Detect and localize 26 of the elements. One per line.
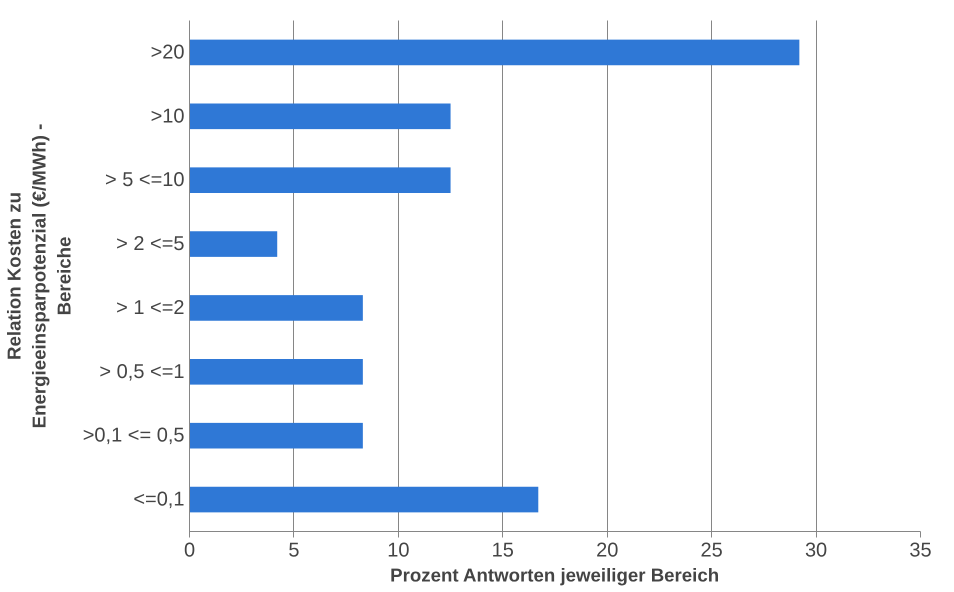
x-axis-title: Prozent Antworten jeweiliger Bereich	[390, 564, 720, 586]
x-tick-label: 20	[596, 540, 618, 562]
bar	[190, 104, 451, 130]
bar	[190, 295, 363, 321]
y-tick-label: > 0,5 <=1	[99, 360, 184, 383]
x-tick-label: 0	[184, 540, 196, 562]
y-tick-label: > 1 <=2	[116, 296, 185, 319]
y-tick-label: >10	[150, 105, 185, 128]
x-tick-label: 10	[387, 540, 410, 562]
x-tick-label: 35	[909, 540, 932, 562]
bar	[190, 486, 538, 512]
x-tick-label: 30	[804, 540, 828, 562]
x-tick-label: 5	[288, 540, 300, 562]
bar	[190, 359, 363, 385]
y-tick-label: <=0,1	[133, 488, 185, 511]
y-axis-title: Relation Kosten zu Energieeinsparpotenzial (€/MWh) - Bereiche	[3, 124, 75, 428]
bar	[190, 231, 278, 257]
y-tick-label: > 2 <=5	[116, 233, 185, 256]
bar	[190, 167, 451, 193]
x-tick-label: 15	[492, 540, 514, 562]
y-tick-label: > 5 <=10	[104, 169, 185, 192]
bar	[190, 40, 800, 66]
bar	[190, 422, 363, 448]
y-tick-label: >0,1 <= 0,5	[82, 424, 185, 447]
y-tick-label: >20	[150, 41, 185, 64]
x-tick-label: 25	[700, 540, 723, 562]
